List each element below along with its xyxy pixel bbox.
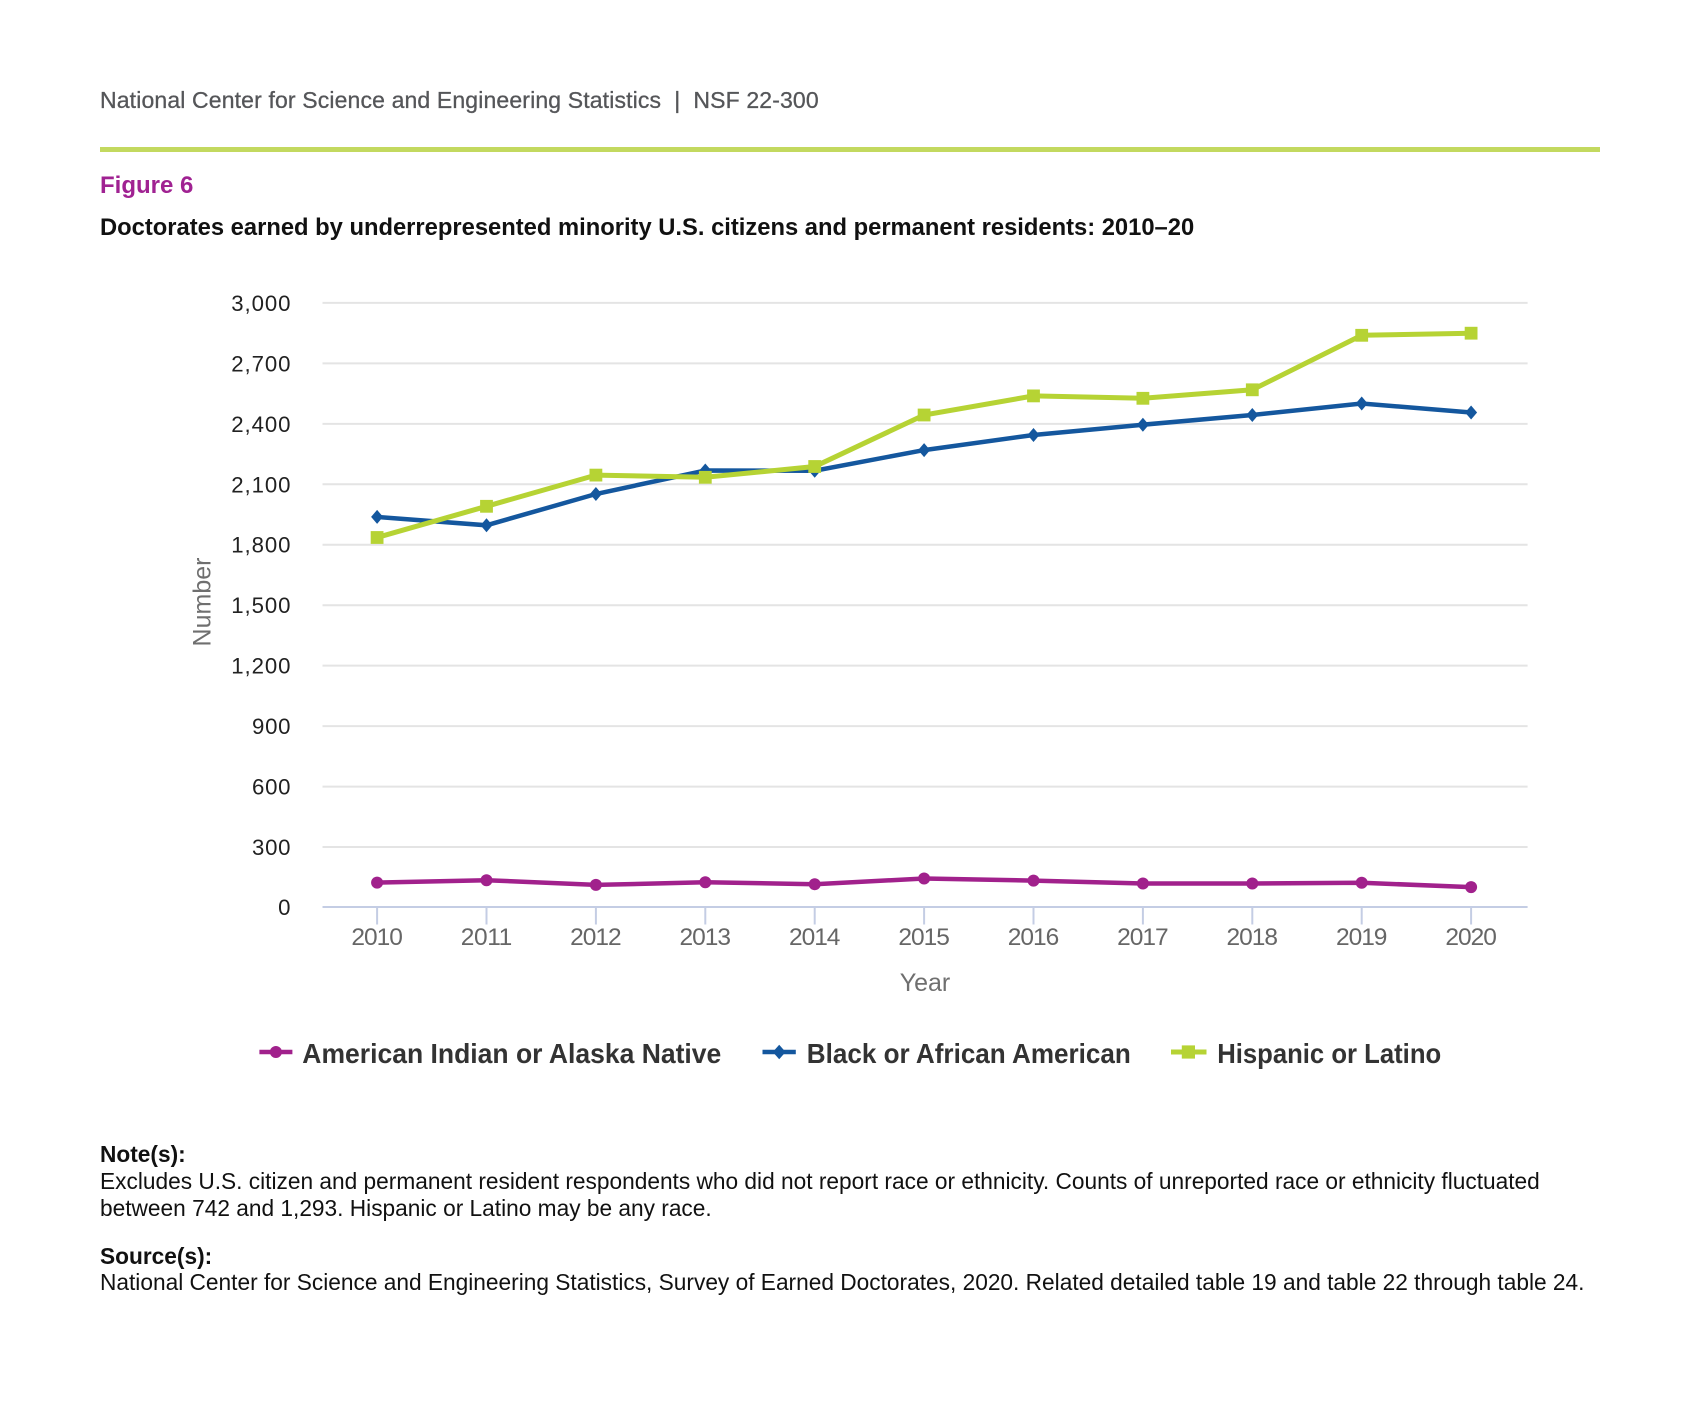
svg-text:2014: 2014 <box>789 924 841 951</box>
svg-text:0: 0 <box>278 895 290 920</box>
svg-text:2013: 2013 <box>680 924 732 951</box>
svg-text:Year: Year <box>900 969 951 997</box>
svg-text:1,200: 1,200 <box>231 654 290 679</box>
svg-text:2016: 2016 <box>1008 924 1060 951</box>
svg-text:American Indian or Alaska Nati: American Indian or Alaska Native <box>302 1038 721 1069</box>
svg-text:2017: 2017 <box>1117 924 1169 951</box>
svg-text:2010: 2010 <box>351 924 403 951</box>
svg-text:2,100: 2,100 <box>231 472 290 497</box>
svg-text:1,500: 1,500 <box>231 593 290 618</box>
svg-text:2018: 2018 <box>1227 924 1279 951</box>
svg-text:Hispanic or Latino: Hispanic or Latino <box>1217 1038 1441 1069</box>
svg-text:2020: 2020 <box>1445 924 1497 951</box>
svg-text:2015: 2015 <box>898 924 950 951</box>
svg-text:2019: 2019 <box>1336 924 1388 951</box>
svg-text:900: 900 <box>252 714 291 739</box>
svg-text:2011: 2011 <box>461 924 513 951</box>
svg-text:Number: Number <box>189 558 217 647</box>
svg-text:2,400: 2,400 <box>231 412 290 437</box>
svg-text:300: 300 <box>252 835 291 860</box>
svg-text:600: 600 <box>252 775 291 800</box>
svg-text:Black or African American: Black or African American <box>807 1038 1131 1069</box>
svg-text:1,800: 1,800 <box>231 533 290 558</box>
svg-text:2,700: 2,700 <box>231 351 290 376</box>
svg-text:2012: 2012 <box>570 924 622 951</box>
svg-text:3,000: 3,000 <box>231 291 290 316</box>
